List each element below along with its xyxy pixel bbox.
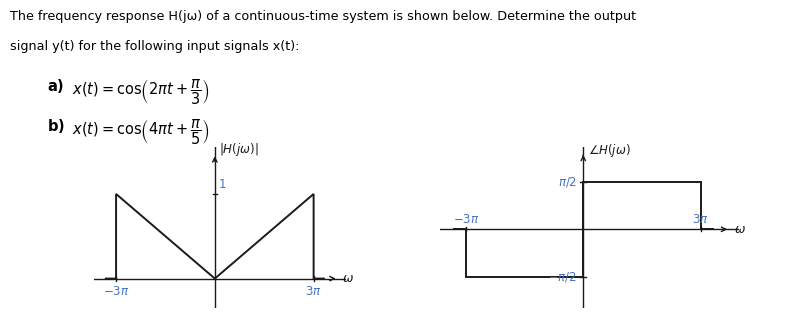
Text: $\omega$: $\omega$ <box>734 223 746 236</box>
Text: $x(t) = \cos\!\left(2\pi t + \dfrac{\pi}{3}\right)$: $x(t) = \cos\!\left(2\pi t + \dfrac{\pi}… <box>72 77 210 107</box>
Text: $-\pi/2$: $-\pi/2$ <box>548 270 577 284</box>
Text: 1: 1 <box>219 179 226 191</box>
Text: $\omega$: $\omega$ <box>342 272 354 285</box>
Text: $-3\pi$: $-3\pi$ <box>103 285 130 298</box>
Text: $\pi/2$: $\pi/2$ <box>558 175 577 189</box>
Text: The frequency response H(jω) of a continuous-time system is shown below. Determi: The frequency response H(jω) of a contin… <box>10 10 637 23</box>
Text: $\angle H(j\omega)$: $\angle H(j\omega)$ <box>588 142 630 159</box>
Text: $\mathbf{a)}$: $\mathbf{a)}$ <box>47 77 64 95</box>
Text: $3\pi$: $3\pi$ <box>305 285 322 298</box>
Text: signal y(t) for the following input signals x(t):: signal y(t) for the following input sign… <box>10 40 299 53</box>
Text: $|H(j\omega)|$: $|H(j\omega)|$ <box>219 141 258 158</box>
Text: $x(t) = \cos\!\left(4\pi t + \dfrac{\pi}{5}\right)$: $x(t) = \cos\!\left(4\pi t + \dfrac{\pi}… <box>72 117 210 147</box>
Text: $3\pi$: $3\pi$ <box>692 213 709 226</box>
Text: $\mathbf{b)}$: $\mathbf{b)}$ <box>47 117 65 135</box>
Text: $-3\pi$: $-3\pi$ <box>453 213 479 226</box>
